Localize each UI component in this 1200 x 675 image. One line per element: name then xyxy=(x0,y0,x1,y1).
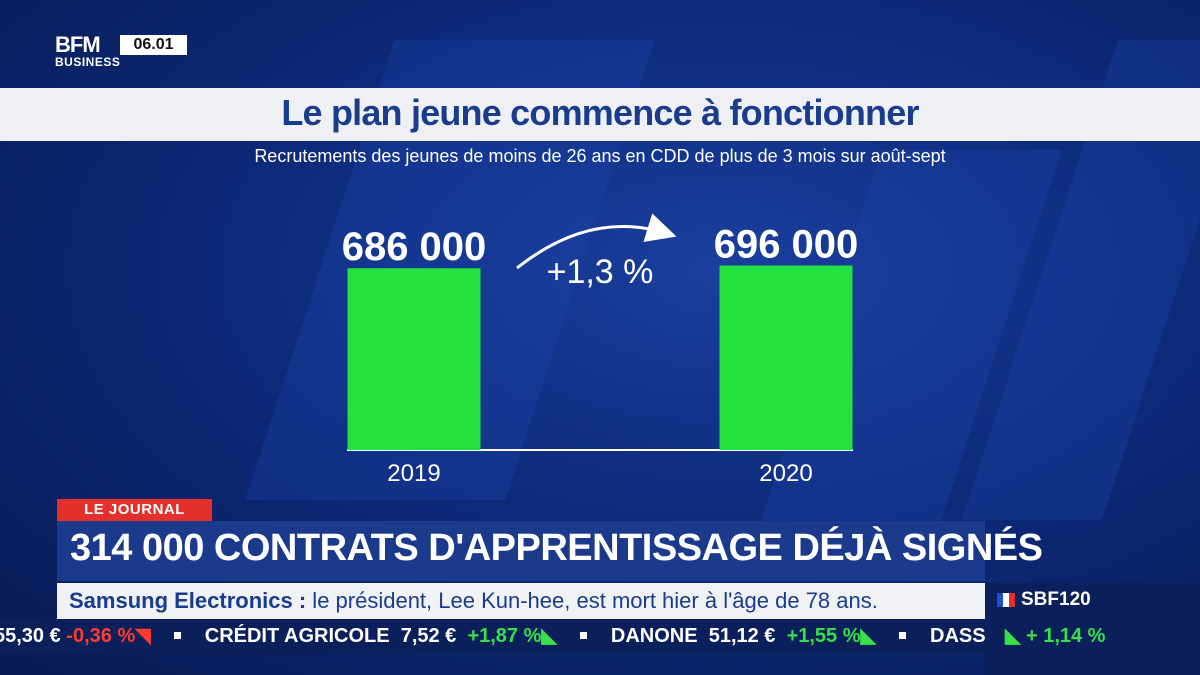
change-label: +1,3 % xyxy=(547,253,654,291)
graphic-subtitle: Recrutements des jeunes de moins de 26 a… xyxy=(254,146,946,166)
title-band xyxy=(0,88,1200,141)
bar-2019 xyxy=(347,268,481,450)
index-box: SBF120 ◣ + 1,14 % xyxy=(985,583,1200,675)
index-change: ◣ + 1,14 % xyxy=(1005,623,1105,648)
index-change-value: + 1,14 % xyxy=(1025,625,1106,647)
stock-name: CRÉDIT AGRICOLE xyxy=(204,625,390,647)
stock-change: +1,87 % xyxy=(467,625,542,647)
up-triangle-icon: ◣ xyxy=(860,625,876,647)
graphic-title: Le plan jeune commence à fonctionner xyxy=(281,92,919,133)
logo-bottom: BUSINESS xyxy=(55,55,121,69)
stock-change: -0,36 % xyxy=(66,625,136,647)
stock-price: 55,30 € xyxy=(0,625,61,647)
bar-2020 xyxy=(719,265,853,450)
news-text: le président, Lee Kun-hee, est mort hier… xyxy=(306,588,878,613)
index-name: SBF120 xyxy=(1021,589,1091,610)
category-label: 2019 xyxy=(387,460,440,487)
bar-value-label: 696 000 xyxy=(714,223,859,267)
headline: 314 000 CONTRATS D'APPRENTISSAGE DÉJÀ SI… xyxy=(70,527,1043,569)
down-triangle-icon: ◥ xyxy=(135,625,151,647)
bar-value-label: 686 000 xyxy=(342,225,487,269)
news-ticker: Samsung Electronics : le président, Lee … xyxy=(57,583,985,619)
stock-price: 7,52 € xyxy=(400,625,457,647)
change-arrow xyxy=(516,213,677,270)
channel-logo: BFM BUSINESS xyxy=(55,32,121,69)
stock-ticker: 55,30 € -0,36 %◥ CRÉDIT AGRICOLE 7,52 € … xyxy=(0,619,985,653)
stock-change: +1,55 % xyxy=(786,625,861,647)
stock-name: DASS xyxy=(930,625,985,647)
news-subject: Samsung Electronics : xyxy=(69,588,307,613)
section-tag: LE JOURNAL xyxy=(57,499,212,521)
up-triangle-icon: ◣ xyxy=(1005,625,1021,647)
headline-band xyxy=(57,521,985,581)
stock-name: DANONE xyxy=(610,625,698,647)
category-label: 2020 xyxy=(759,460,812,487)
french-flag-icon xyxy=(997,593,1015,607)
up-triangle-icon: ◣ xyxy=(541,625,557,647)
clock: 06.01 xyxy=(120,35,187,55)
bar-chart: +1,3 % 686 000 2019 696 000 2020 xyxy=(342,213,859,487)
separator xyxy=(899,632,907,639)
stock-price: 51,12 € xyxy=(708,625,776,647)
separator xyxy=(580,632,588,639)
separator xyxy=(174,632,182,639)
logo-top: BFM xyxy=(55,32,101,57)
